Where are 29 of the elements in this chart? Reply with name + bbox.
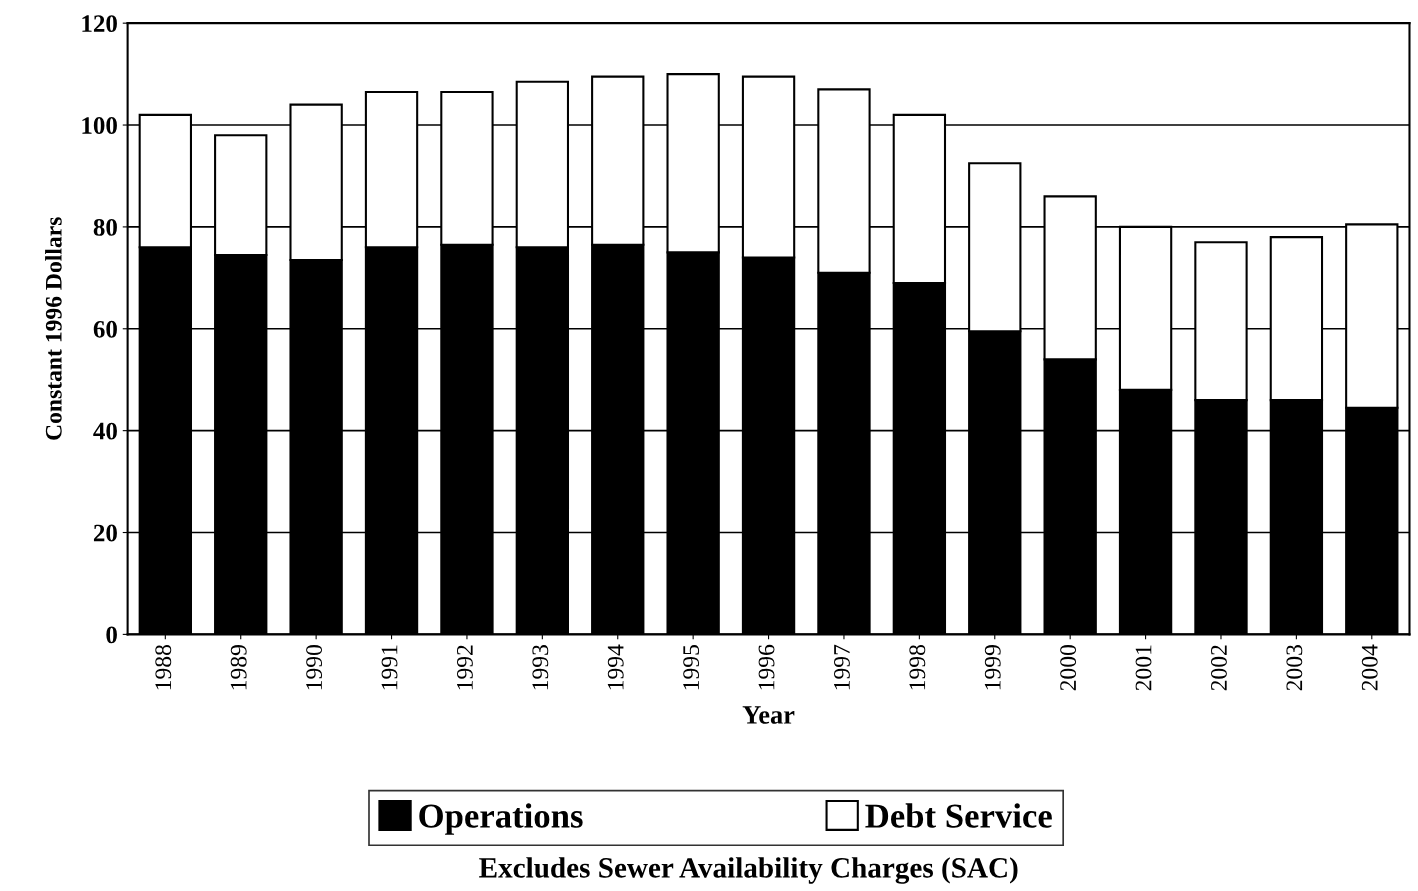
x-tick-label: 2004 [1361, 644, 1378, 691]
y-tick-label: 60 [93, 320, 117, 338]
y-tick-label: 40 [93, 422, 117, 440]
x-tick-label: 1990 [306, 645, 323, 690]
y-tick-label: 20 [93, 524, 117, 542]
x-tick-label: 1992 [456, 645, 473, 690]
x-tick-label: 1989 [230, 645, 247, 690]
y-tick-label: 100 [82, 117, 117, 134]
x-tick-label: 1991 [381, 645, 398, 690]
x-tick-label: 2002 [1210, 645, 1227, 691]
x-tick-label: 1998 [909, 645, 926, 690]
x-tick-label: 1995 [683, 645, 700, 690]
y-tick-label: 120 [82, 15, 117, 33]
y-tick-label: 0 [106, 626, 117, 644]
text: Excludes Sewer Availability Charges (SAC) [479, 857, 1018, 884]
legend-label: Debt Service [865, 803, 1052, 828]
x-tick-label: 1999 [984, 645, 1001, 690]
y-axis-title: Constant 1996 Dollars [45, 217, 62, 440]
x-tick-label: 1996 [758, 644, 775, 690]
legend-label: Operations [419, 803, 583, 835]
x-tick-label: 2000 [1060, 645, 1077, 691]
x-tick-label: 2003 [1286, 645, 1303, 691]
x-tick-label: 1993 [532, 645, 549, 690]
x-tick-label: 1988 [155, 645, 172, 690]
x-tick-label: 1997 [834, 644, 850, 690]
x-axis-title: Year [742, 706, 795, 724]
y-tick-label: 80 [93, 218, 117, 236]
x-tick-label: 2001 [1135, 645, 1152, 691]
x-tick-label: 1994 [607, 644, 624, 690]
